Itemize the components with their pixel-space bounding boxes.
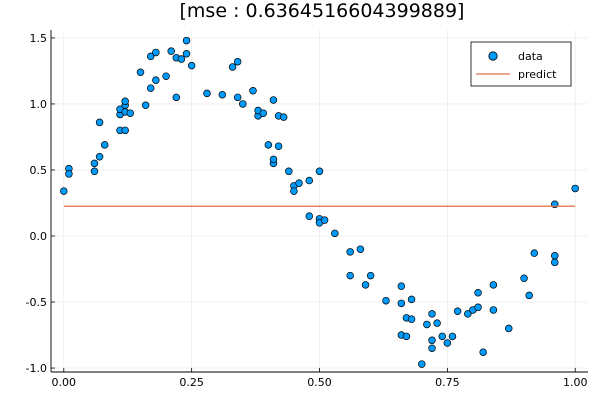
y-tick-label: 0.0 — [30, 230, 48, 243]
data-point — [60, 187, 68, 195]
data-point — [295, 179, 303, 187]
data-point — [100, 141, 109, 149]
data-point — [177, 55, 186, 63]
data-point — [315, 167, 324, 176]
data-point — [218, 90, 227, 99]
y-tick-label: -0.5 — [26, 296, 47, 309]
series-layer — [60, 36, 579, 368]
data-point — [474, 303, 482, 312]
data-point — [249, 86, 257, 95]
data-point — [152, 76, 160, 84]
data-point — [182, 36, 191, 45]
data-point — [146, 84, 155, 92]
data-point — [356, 245, 365, 253]
x-tick-label: 1.00 — [563, 376, 588, 389]
data-point — [361, 281, 370, 289]
data-point — [479, 348, 487, 356]
x-tick-label: 0.50 — [307, 376, 332, 389]
data-point — [121, 126, 129, 135]
data-point — [428, 344, 436, 352]
data-point — [525, 291, 533, 300]
data-point — [407, 295, 416, 304]
data-point — [407, 315, 416, 323]
data-point — [152, 48, 160, 57]
data-point — [331, 229, 339, 238]
data-point — [264, 141, 273, 149]
data-point — [167, 47, 175, 55]
legend: data predict — [470, 41, 572, 87]
data-point — [187, 61, 196, 70]
data-point — [489, 281, 498, 289]
data-point — [402, 332, 411, 341]
data-point — [428, 336, 436, 345]
data-point — [141, 101, 150, 110]
data-point — [146, 52, 155, 61]
data-point — [423, 320, 431, 329]
data-point — [126, 109, 135, 117]
data-point — [530, 249, 539, 257]
data-point — [474, 289, 482, 297]
data-point — [239, 100, 247, 108]
data-point — [162, 72, 170, 80]
x-tick-label: 0.75 — [435, 376, 460, 389]
data-point — [274, 142, 283, 150]
data-point — [571, 184, 579, 193]
data-point — [397, 282, 406, 290]
data-point — [428, 310, 436, 318]
data-point — [305, 212, 314, 220]
data-point — [382, 296, 390, 305]
data-point — [259, 109, 267, 117]
data-point — [504, 324, 513, 333]
data-point — [397, 299, 406, 308]
data-point — [203, 89, 211, 98]
legend-box — [470, 41, 572, 87]
data-point — [464, 310, 472, 318]
data-point — [418, 360, 426, 368]
data-point — [95, 153, 104, 161]
data-point — [305, 176, 314, 185]
data-point — [433, 319, 441, 327]
data-point — [182, 50, 191, 58]
data-point — [90, 167, 99, 176]
y-tick-label: 1.0 — [30, 98, 48, 111]
legend-label-data: data — [518, 50, 543, 63]
data-point — [448, 332, 457, 341]
data-point — [279, 113, 288, 121]
data-point — [269, 96, 278, 104]
data-point — [95, 118, 104, 127]
data-point — [228, 63, 237, 71]
data-point — [65, 170, 73, 178]
chart-title: [mse : 0.6364516604399889] — [180, 0, 465, 22]
data-point — [233, 57, 242, 66]
tick-layer: 0.00 0.25 0.50 0.75 1.00 -1.0 -0.5 0.0 0.5 1.0 1.5 — [26, 32, 588, 389]
data-point — [320, 216, 329, 224]
data-point — [136, 68, 145, 77]
data-point — [346, 271, 354, 280]
data-point — [233, 93, 242, 102]
legend-swatch-data — [488, 51, 498, 61]
legend-label-predict: predict — [518, 68, 557, 81]
data-point — [520, 274, 528, 282]
y-tick-label: 1.5 — [30, 32, 48, 45]
y-tick-label: 0.5 — [30, 164, 48, 177]
data-point — [443, 339, 452, 347]
data-point — [551, 258, 559, 267]
data-point — [172, 93, 181, 102]
data-point — [269, 155, 278, 164]
data-point — [438, 332, 446, 341]
y-tick-label: -1.0 — [26, 362, 47, 375]
x-tick-label: 0.00 — [52, 376, 77, 389]
x-tick-label: 0.25 — [179, 376, 204, 389]
data-point — [366, 271, 375, 280]
data-point — [90, 159, 99, 168]
data-point — [489, 306, 498, 314]
data-point — [285, 167, 293, 176]
data-point — [346, 248, 354, 256]
data-point — [453, 307, 462, 316]
data-point — [121, 97, 129, 106]
data-point — [551, 252, 559, 260]
data-point — [290, 187, 298, 195]
